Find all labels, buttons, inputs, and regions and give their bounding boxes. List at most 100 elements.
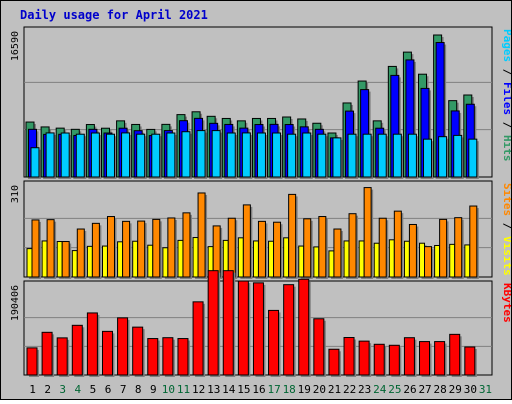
day-label-6: 6 [105,383,112,396]
bar-visits-22 [343,240,350,278]
bar-pages-4 [75,133,85,178]
bar-sites-28 [439,218,448,278]
bar-pages-18 [287,133,297,178]
bar-kbytes-24 [373,343,385,376]
bar-pages-7 [121,132,131,178]
bar-kbytes-8 [132,326,144,376]
bar-kbytes-26 [403,337,415,376]
day-label-19: 19 [298,383,311,396]
bar-pages-3 [60,132,70,178]
side-label-kbytes: KBytes [501,283,511,323]
bar-pages-28 [438,136,448,178]
bar-sites-25 [393,210,402,278]
bar-visits-5 [86,245,93,278]
side-label-part: Hits [501,135,511,162]
bar-visits-20 [313,246,320,278]
max-label-hits-files-pages: 16590 [10,31,21,61]
day-label-1: 1 [29,383,36,396]
bar-sites-13 [212,225,221,278]
bar-pages-8 [136,133,146,178]
bar-pages-12 [196,130,206,178]
bar-visits-12 [192,237,199,278]
bar-sites-26 [408,223,417,278]
bar-pages-17 [272,132,282,178]
side-label-part: Files [501,82,511,115]
bar-sites-21 [333,228,342,278]
day-label-9: 9 [150,383,157,396]
bar-visits-29 [449,243,456,278]
bar-kbytes-15 [237,280,249,376]
bar-sites-9 [152,218,161,278]
bar-visits-15 [237,237,244,278]
bar-kbytes-9 [147,338,159,376]
bar-visits-26 [403,240,410,278]
bar-sites-14 [227,217,236,278]
bar-pages-26 [407,133,417,178]
bar-sites-10 [167,217,176,278]
bar-pages-11 [181,131,191,178]
day-label-7: 7 [120,383,127,396]
bar-kbytes-30 [464,346,476,376]
bar-sites-27 [424,246,433,278]
side-label-part: Sites [501,183,511,216]
day-label-16: 16 [252,383,265,396]
day-label-3: 3 [59,383,66,396]
bar-pages-24 [377,133,387,178]
day-label-10: 10 [162,383,175,396]
bar-pages-25 [392,133,402,178]
bar-sites-24 [378,217,387,278]
bar-sites-18 [288,193,297,278]
bar-kbytes-23 [358,340,370,376]
bar-pages-13 [211,130,221,178]
bar-pages-29 [453,134,463,178]
side-label-part: / [501,62,511,82]
day-label-24: 24 [373,383,387,396]
bar-visits-17 [268,240,275,278]
day-label-14: 14 [222,383,236,396]
bar-kbytes-7 [117,317,129,376]
bar-kbytes-2 [41,331,53,376]
day-label-20: 20 [313,383,326,396]
side-label-part: / [501,115,511,135]
day-label-5: 5 [90,383,97,396]
bar-kbytes-20 [313,318,325,376]
day-label-4: 4 [75,383,82,396]
day-label-8: 8 [135,383,142,396]
bar-kbytes-12 [192,301,204,376]
bar-visits-3 [56,241,63,278]
bar-visits-23 [358,240,365,278]
bar-pages-14 [226,132,236,178]
bar-kbytes-3 [56,337,68,376]
bar-pages-6 [105,133,115,178]
bar-sites-29 [454,217,463,278]
day-label-13: 13 [207,383,220,396]
day-label-21: 21 [328,383,341,396]
bar-visits-30 [464,244,471,278]
day-label-15: 15 [237,383,250,396]
bar-pages-20 [317,133,327,178]
bar-sites-20 [318,216,327,278]
bar-visits-6 [101,245,108,278]
bar-sites-3 [61,241,70,278]
side-label-part: Visits [501,236,511,276]
bar-sites-16 [257,220,266,278]
side-label-part: KBytes [501,283,511,323]
bar-kbytes-22 [343,337,355,376]
bar-visits-27 [419,242,426,278]
day-label-27: 27 [418,383,431,396]
day-label-12: 12 [192,383,205,396]
bar-sites-7 [122,220,131,278]
bar-kbytes-29 [449,333,461,376]
bar-sites-8 [137,220,146,278]
bar-visits-2 [41,240,48,278]
bar-visits-25 [388,239,395,278]
bar-visits-18 [283,237,290,278]
bar-visits-7 [117,241,124,278]
bar-sites-30 [469,205,478,278]
bar-pages-1 [30,147,40,178]
side-label-visits-sites: Sites / Visits [501,183,511,276]
bar-kbytes-14 [222,270,234,376]
bar-sites-11 [182,212,191,278]
